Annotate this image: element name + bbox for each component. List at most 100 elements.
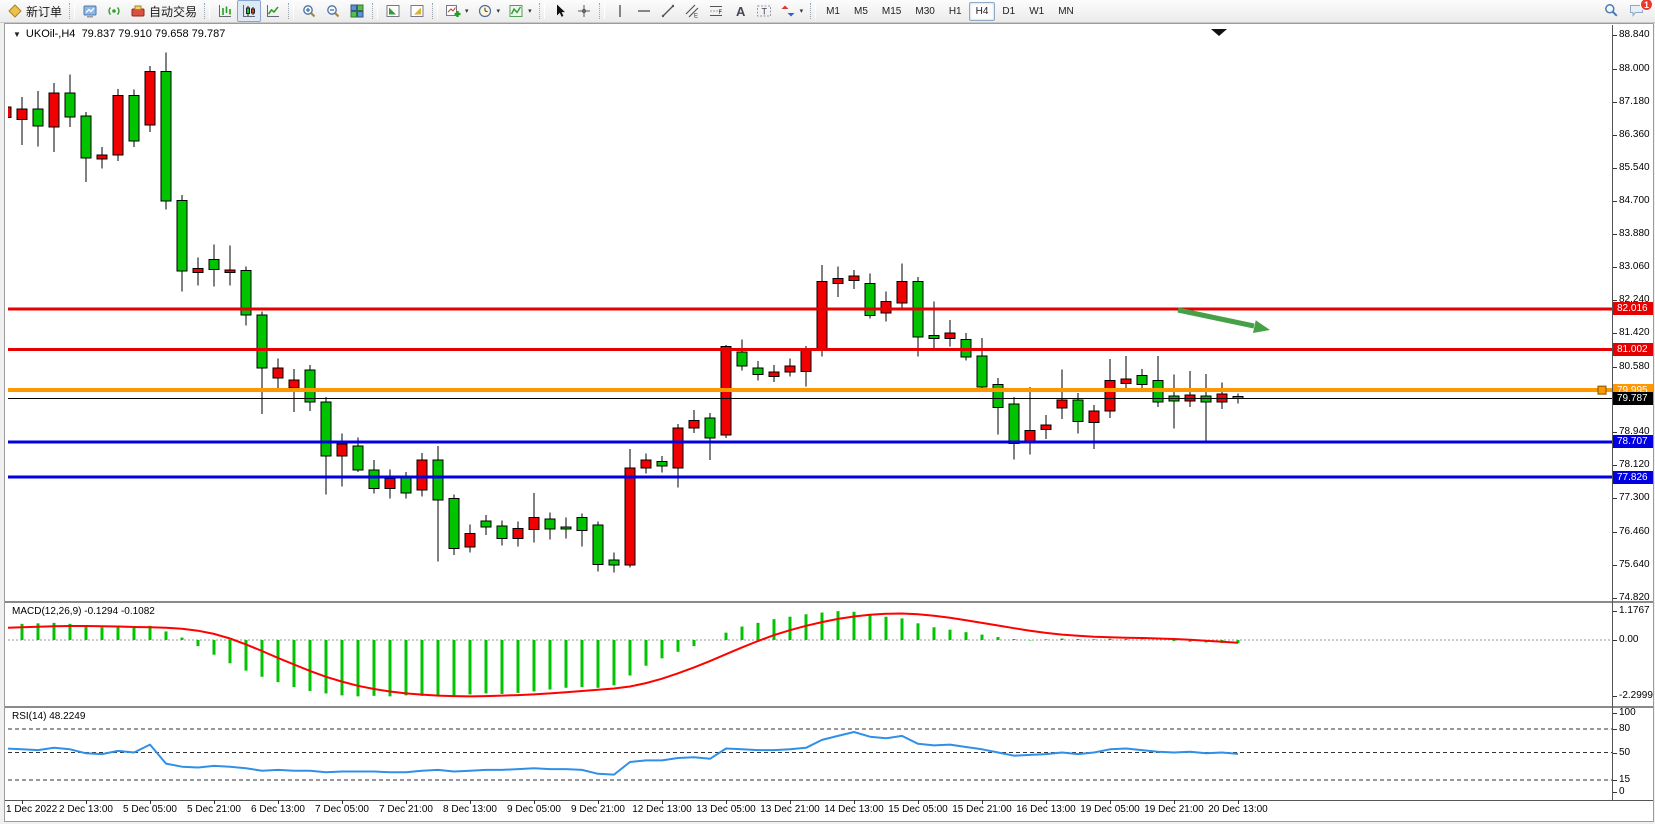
price-scale-label: 77.300 — [1619, 492, 1650, 504]
time-axis-tick — [598, 800, 599, 804]
trendline-button[interactable] — [656, 0, 680, 22]
autotrading-button[interactable]: 自动交易 — [126, 0, 201, 22]
rsi-scale-label: 100 — [1619, 707, 1636, 718]
toolbar-right: 1 — [1603, 0, 1655, 20]
arrows-button[interactable]: ▾ — [776, 0, 808, 22]
time-axis-label: 15 Dec 05:00 — [888, 804, 948, 815]
rsi-line — [8, 731, 1239, 776]
new-order-button[interactable]: 新订单 — [3, 0, 66, 22]
time-axis-label: 12 Dec 13:00 — [632, 804, 692, 815]
text-label-button[interactable]: T — [752, 0, 776, 22]
cursor-icon — [552, 3, 568, 19]
rsi-chart[interactable] — [8, 708, 1612, 800]
timeframe-h1[interactable]: H1 — [948, 5, 962, 17]
fibonacci-button[interactable]: F — [704, 0, 728, 22]
text-button[interactable]: A — [728, 0, 752, 22]
candle-chart-button[interactable] — [237, 0, 262, 22]
chart-menu-icon[interactable]: ▼ — [13, 30, 21, 39]
crosshair-button[interactable] — [572, 0, 596, 22]
channel-button[interactable]: E — [680, 0, 704, 22]
chart-title: ▼ UKOil-,H4 79.837 79.910 79.658 79.787 — [13, 28, 225, 40]
toolbar-grip — [288, 3, 295, 19]
signals-button[interactable] — [102, 0, 126, 22]
price-scale-tick — [1613, 167, 1617, 169]
timeframe-mn[interactable]: MN — [1058, 5, 1074, 17]
candles-icon — [241, 3, 257, 19]
candle — [176, 195, 188, 292]
track-chart-button[interactable] — [405, 0, 429, 22]
price-scale-tick — [1613, 134, 1617, 136]
time-axis-tick — [982, 800, 983, 804]
timeframe-m15[interactable]: M15 — [881, 5, 902, 17]
level-line-handle[interactable] — [1597, 385, 1607, 395]
rsi-panel-separator[interactable] — [5, 706, 1653, 709]
candle — [64, 74, 76, 127]
timeframe-m30[interactable]: M30 — [915, 5, 935, 17]
price-scale-label: 87.180 — [1619, 95, 1650, 107]
objects-group: ▾ ▾ ▾ — [441, 0, 536, 22]
time-axis-tick — [534, 800, 535, 804]
periods-button[interactable]: ▾ — [473, 0, 505, 22]
timeframe-m5[interactable]: M5 — [854, 5, 868, 17]
candle — [224, 245, 236, 286]
price-scale-label: 85.540 — [1619, 161, 1650, 173]
timeframe-h4[interactable]: H4 — [968, 1, 996, 21]
candle — [800, 345, 812, 387]
templates-button[interactable]: ▾ — [504, 0, 536, 22]
candle — [208, 244, 220, 287]
bar-chart-button[interactable] — [213, 0, 237, 22]
candlestick-chart[interactable] — [8, 25, 1612, 601]
line-chart-button[interactable] — [261, 0, 285, 22]
tile-windows-button[interactable] — [345, 0, 369, 22]
trend-arrow[interactable] — [1177, 307, 1255, 329]
terminal-button[interactable] — [78, 0, 102, 22]
zoom-in-icon — [301, 3, 317, 19]
terminal-icon — [82, 3, 98, 19]
time-axis-label: 13 Dec 05:00 — [696, 804, 756, 815]
candle — [528, 493, 540, 543]
price-badge-79.787: 79.787 — [1613, 391, 1653, 405]
candle — [1072, 393, 1084, 434]
hline-icon — [636, 3, 652, 19]
auto-arrange-button[interactable] — [381, 0, 405, 22]
timeframe-group: M1 M5 M15 M30 H1 H4 D1 W1 MN — [819, 0, 1081, 22]
zoom-in-button[interactable] — [297, 0, 321, 22]
toolbar-grip — [810, 3, 817, 19]
autotrading-button-label: 自动交易 — [149, 4, 198, 19]
macd-chart[interactable] — [8, 603, 1612, 706]
cursor-button[interactable] — [548, 0, 572, 22]
trend-arrow-head[interactable] — [1252, 320, 1270, 333]
rsi-scale-tick — [1613, 713, 1617, 714]
dropdown-arrow-icon[interactable]: ▾ — [528, 8, 532, 15]
search-button[interactable] — [1603, 2, 1621, 20]
zoom-group — [297, 0, 369, 22]
rsi-label: RSI(14) 48.2249 — [12, 711, 85, 722]
candle — [656, 455, 668, 473]
candle — [864, 273, 876, 319]
zoom-out-button[interactable] — [321, 0, 345, 22]
dropdown-arrow-icon[interactable]: ▾ — [799, 8, 804, 15]
toolbar-grip — [432, 3, 439, 19]
candle — [912, 277, 924, 357]
rsi-scale-label: 50 — [1619, 746, 1631, 758]
horizontal-line-button[interactable] — [632, 0, 656, 22]
candle — [16, 96, 28, 146]
timeframe-m1[interactable]: M1 — [826, 5, 840, 17]
timeframe-w1[interactable]: W1 — [1029, 5, 1045, 17]
dropdown-arrow-icon[interactable]: ▾ — [496, 8, 501, 15]
timeframe-d1[interactable]: D1 — [1002, 5, 1016, 17]
vertical-line-button[interactable] — [608, 0, 632, 22]
candle — [1120, 355, 1132, 390]
notifications-button[interactable]: 1 — [1629, 0, 1653, 20]
time-axis-label: 5 Dec 05:00 — [123, 804, 177, 815]
rsi-value: 48.2249 — [49, 711, 86, 722]
dropdown-arrow-icon[interactable]: ▾ — [465, 8, 469, 15]
new-chart-button[interactable]: ▾ — [441, 0, 473, 22]
chart-window[interactable] — [4, 23, 1654, 822]
chart-shift-marker[interactable] — [1211, 29, 1227, 36]
new-chart-icon — [445, 3, 461, 19]
autotrading-icon — [130, 3, 146, 19]
macd-panel-separator[interactable] — [5, 601, 1653, 604]
price-scale-label: 88.840 — [1619, 29, 1650, 40]
time-axis-label: 8 Dec 13:00 — [443, 804, 497, 815]
